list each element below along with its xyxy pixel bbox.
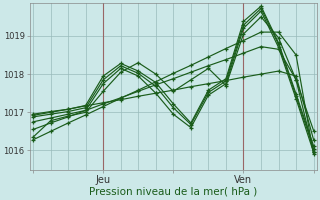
X-axis label: Pression niveau de la mer( hPa ): Pression niveau de la mer( hPa )	[89, 187, 258, 197]
